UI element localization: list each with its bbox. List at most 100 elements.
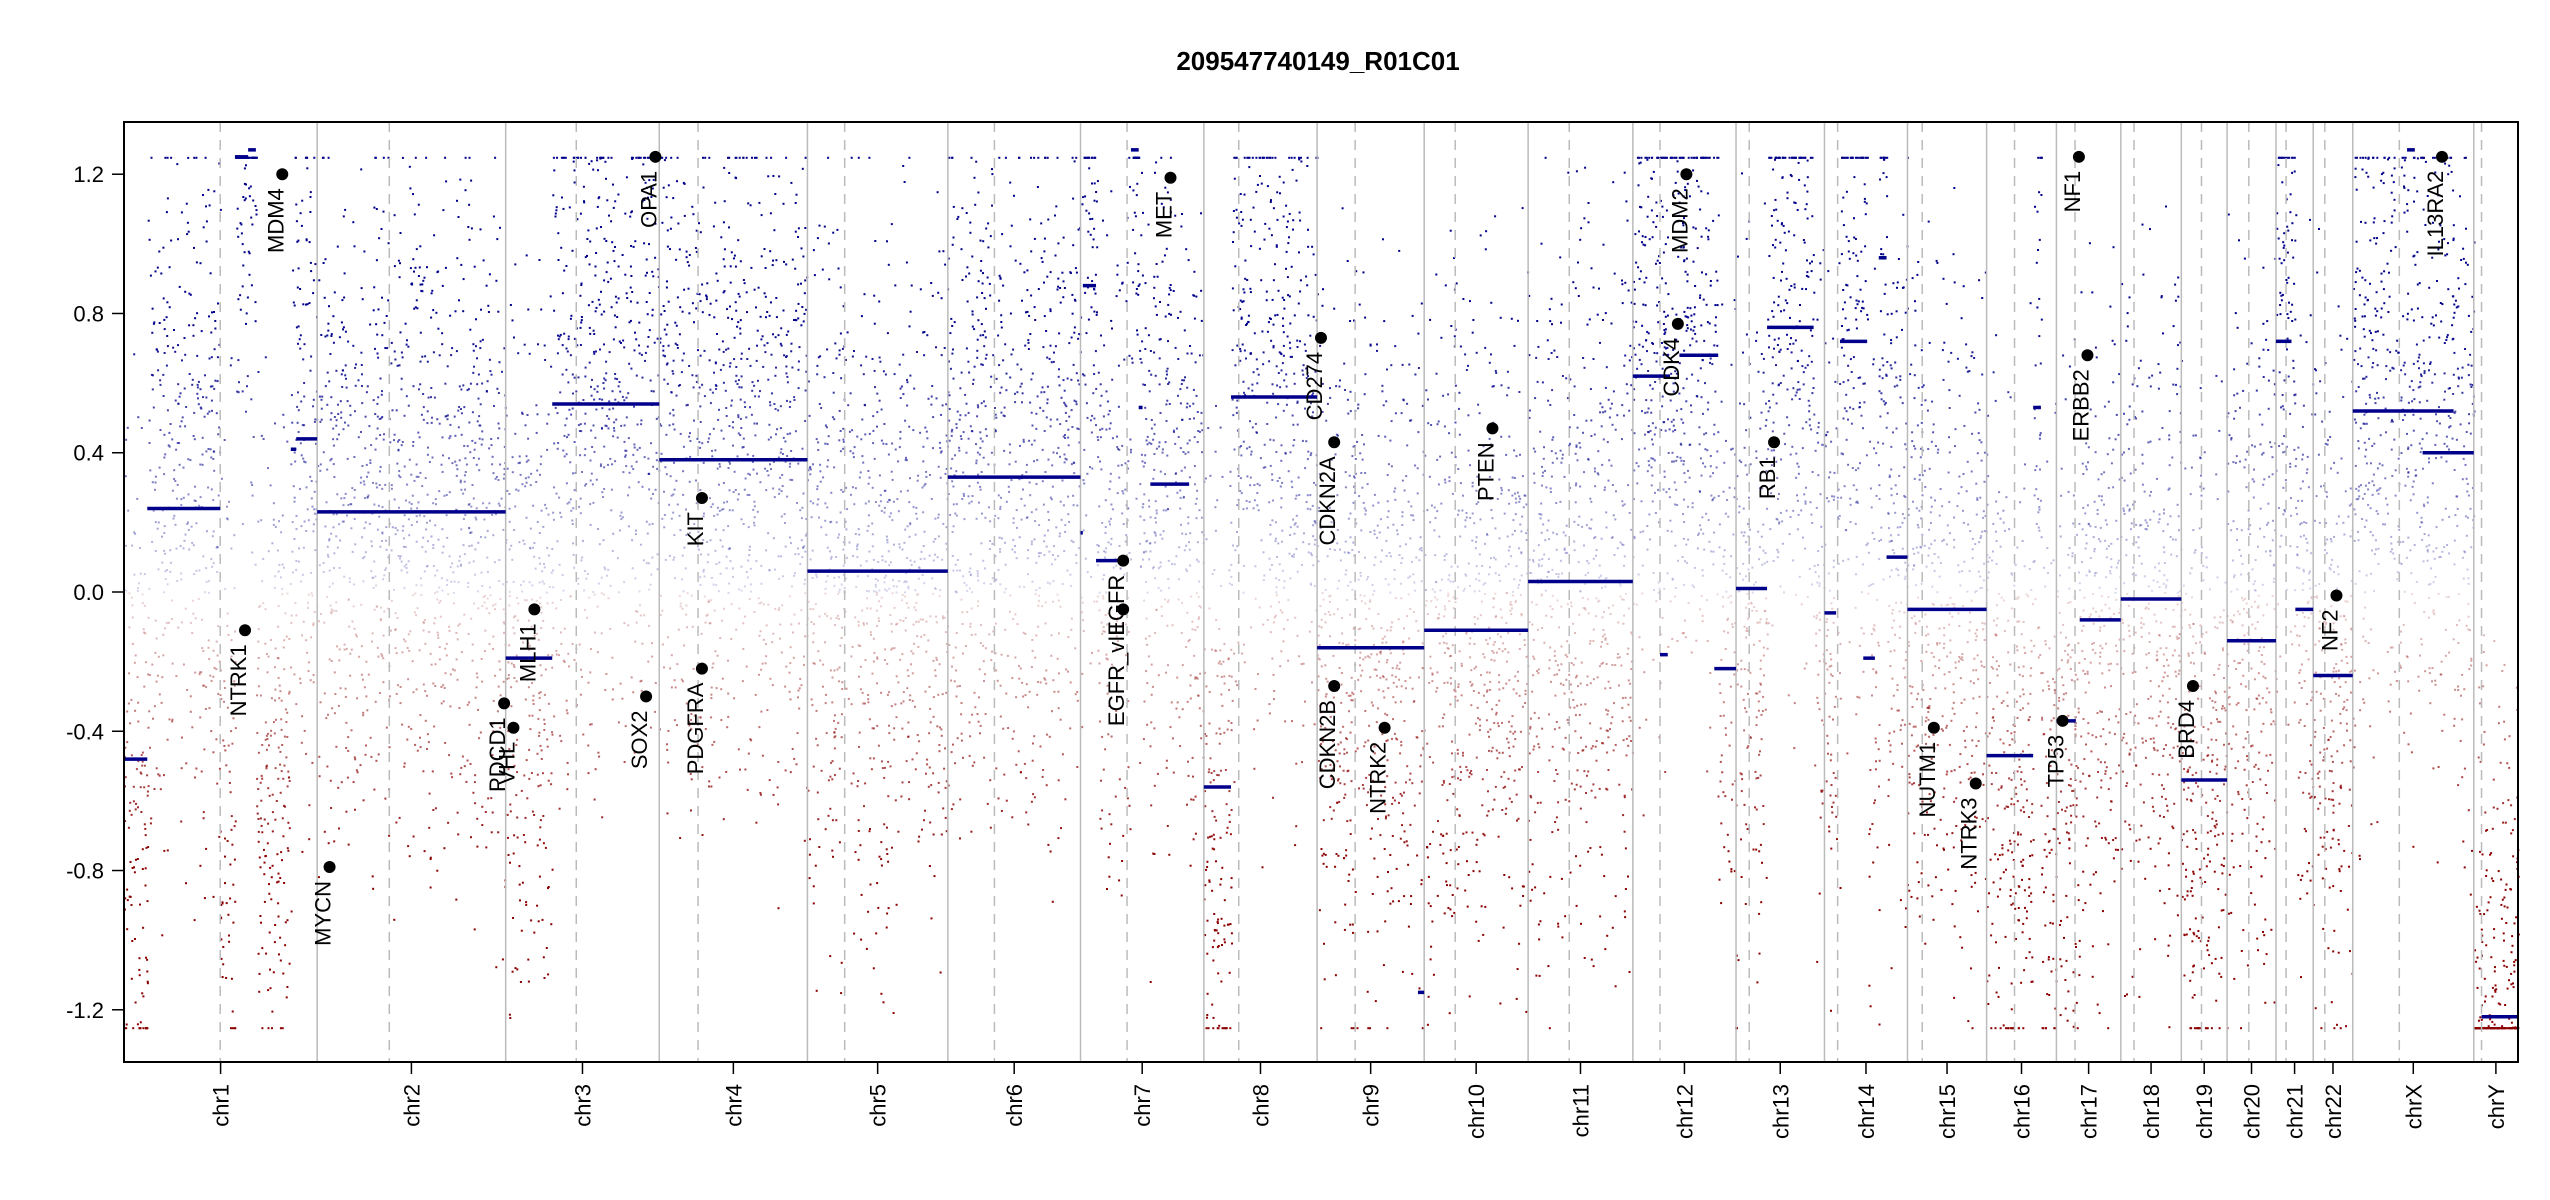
- probe-point: [905, 261, 908, 264]
- probe-point: [1048, 735, 1051, 738]
- probe-point: [148, 710, 151, 713]
- probe-point: [326, 334, 329, 337]
- probe-point: [426, 266, 428, 269]
- probe-point: [603, 445, 606, 448]
- probe-point: [726, 726, 729, 729]
- probe-point: [390, 341, 393, 344]
- probe-point: [226, 505, 228, 508]
- probe-point: [703, 595, 706, 598]
- probe-point: [323, 621, 326, 624]
- probe-point: [268, 744, 270, 747]
- probe-point: [932, 416, 935, 419]
- probe-point: [1030, 443, 1033, 446]
- probe-point: [978, 668, 981, 671]
- probe-point: [567, 335, 570, 338]
- probe-point: [702, 570, 705, 573]
- probe-point: [689, 432, 691, 435]
- probe-point: [1055, 526, 1058, 529]
- probe-point: [887, 760, 890, 763]
- probe-point: [528, 546, 531, 549]
- probe-point: [1051, 900, 1054, 903]
- probe-point: [558, 563, 561, 566]
- probe-point: [997, 517, 1000, 520]
- probe-point: [854, 533, 857, 535]
- probe-point: [160, 272, 163, 275]
- probe-point: [424, 642, 427, 645]
- probe-point: [543, 718, 546, 721]
- probe-point: [698, 535, 701, 538]
- probe-point: [438, 601, 441, 604]
- probe-point: [326, 553, 329, 556]
- probe-point: [1043, 391, 1046, 394]
- probe-point: [460, 408, 462, 410]
- probe-point: [844, 577, 847, 580]
- probe-point: [185, 762, 188, 765]
- probe-point: [555, 492, 558, 495]
- probe-point: [251, 223, 254, 226]
- probe-point: [412, 193, 414, 196]
- probe-point: [570, 509, 573, 512]
- probe-point: [1003, 406, 1006, 409]
- probe-point: [659, 614, 662, 616]
- probe-point: [589, 332, 592, 335]
- probe-point: [981, 282, 984, 285]
- probe-point: [1075, 554, 1078, 557]
- probe-point: [286, 592, 289, 595]
- probe-point: [969, 735, 972, 738]
- probe-point: [841, 347, 844, 350]
- probe-point: [173, 469, 176, 472]
- probe-point: [552, 569, 555, 572]
- probe-point: [1030, 543, 1033, 546]
- probe-point: [905, 581, 908, 584]
- probe-point: [753, 516, 756, 519]
- probe-point: [895, 585, 898, 588]
- probe-point: [274, 647, 277, 650]
- probe-point: [365, 695, 368, 698]
- probe-point: [223, 439, 226, 441]
- probe-point: [203, 684, 206, 687]
- probe-point: [698, 441, 701, 444]
- probe-point: [645, 301, 648, 303]
- probe-point: [493, 405, 495, 407]
- probe-point: [310, 497, 313, 500]
- probe-point: [494, 477, 497, 480]
- probe-point: [311, 761, 314, 764]
- probe-point: [585, 577, 588, 580]
- probe-point: [693, 419, 695, 422]
- probe-point: [492, 647, 494, 650]
- probe-point: [528, 352, 531, 355]
- probe-point: [1066, 377, 1069, 380]
- probe-point: [790, 181, 793, 184]
- probe-point: [749, 583, 752, 586]
- probe-point: [393, 439, 395, 442]
- probe-point: [887, 860, 890, 863]
- probe-point: [1025, 311, 1027, 314]
- probe-point: [1033, 460, 1035, 463]
- probe-point: [547, 513, 550, 516]
- probe-point: [525, 460, 528, 463]
- probe-point: [354, 808, 356, 811]
- probe-point: [374, 413, 377, 415]
- probe-point: [540, 749, 543, 752]
- probe-point: [1047, 510, 1050, 513]
- probe-point: [634, 640, 637, 643]
- probe-point: [151, 481, 154, 484]
- probe-point: [225, 977, 228, 979]
- probe-point: [486, 570, 489, 573]
- probe-point: [840, 992, 843, 995]
- probe-point: [1003, 591, 1006, 594]
- probe-point: [683, 546, 686, 549]
- probe-point: [954, 762, 957, 765]
- probe-point: [205, 240, 208, 243]
- probe-point: [872, 967, 875, 970]
- probe-point: [749, 364, 752, 367]
- probe-point: [998, 156, 1001, 159]
- probe-point: [605, 673, 608, 675]
- probe-point: [945, 642, 948, 645]
- probe-point: [952, 236, 955, 239]
- probe-point: [520, 789, 523, 792]
- probe-point: [352, 583, 355, 586]
- probe-point: [1027, 706, 1030, 709]
- probe-point: [665, 433, 668, 436]
- probe-point: [479, 228, 482, 231]
